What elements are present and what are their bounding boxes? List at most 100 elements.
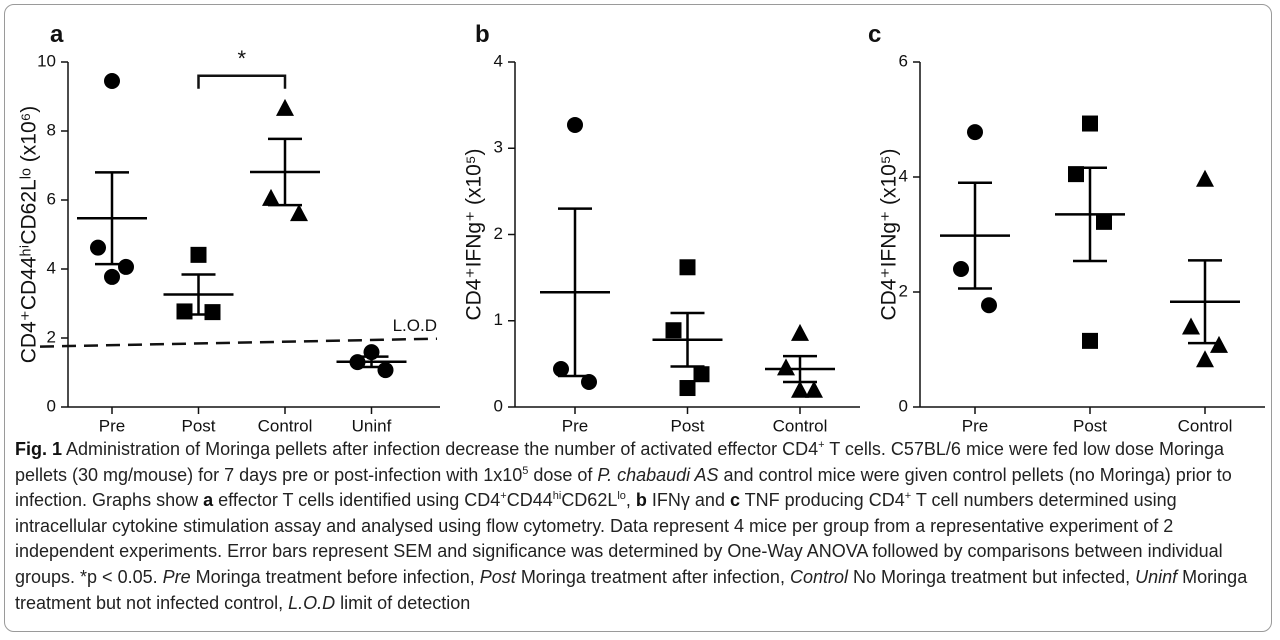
y-tick-label: 3 xyxy=(494,138,503,157)
caption-text: L.O.D xyxy=(288,592,336,613)
data-point xyxy=(176,303,193,320)
figure-frame xyxy=(4,4,1272,632)
data-point xyxy=(276,98,294,116)
data-point xyxy=(204,304,221,321)
y-tick-label: 0 xyxy=(47,396,56,415)
caption-text: a xyxy=(203,490,214,511)
y-tick-label: 10 xyxy=(37,51,56,70)
caption-text: Moringa treatment before infection, xyxy=(190,566,480,587)
y-tick-label: 2 xyxy=(47,327,56,346)
caption-text: and control mice were given control pell… xyxy=(15,464,1232,511)
panel-letter: a xyxy=(50,21,64,48)
caption-text: Pre xyxy=(162,566,191,587)
caption-text: + xyxy=(500,490,507,503)
caption-text: , xyxy=(625,490,636,511)
x-tick-label: Pre xyxy=(562,416,588,435)
caption-text: T cell numbers determined using intracel… xyxy=(15,490,1223,587)
data-point xyxy=(118,258,134,275)
caption-text: P. chabaudi AS xyxy=(597,464,719,485)
data-point xyxy=(104,72,120,89)
y-tick-label: 2 xyxy=(899,281,908,300)
data-point xyxy=(805,380,823,398)
x-tick-label: Post xyxy=(181,416,215,435)
y-tick-label: 6 xyxy=(899,51,908,70)
data-point xyxy=(262,188,280,206)
x-tick-label: Control xyxy=(258,416,313,435)
data-point xyxy=(679,259,696,276)
caption-text: Post xyxy=(479,566,516,587)
caption-text: TNF producing CD4 xyxy=(739,490,905,511)
data-point xyxy=(190,246,207,263)
y-tick-label: 2 xyxy=(494,224,503,243)
caption-text: + xyxy=(904,490,912,503)
y-tick-label: 4 xyxy=(494,51,503,70)
caption-text: Uninf xyxy=(1135,566,1178,587)
data-point xyxy=(1068,166,1084,183)
lod-line xyxy=(39,337,438,348)
data-point xyxy=(679,380,696,397)
x-tick-label: Post xyxy=(1073,416,1107,435)
caption-text: T cells. C57BL/6 mice were fed low dose … xyxy=(15,439,1225,485)
x-tick-label: Control xyxy=(773,416,828,435)
caption-text: effector T cells identified using CD4 xyxy=(213,490,501,511)
data-point xyxy=(693,366,710,383)
x-tick-label: Uninf xyxy=(352,416,392,435)
caption-text: Moringa treatment but not infected contr… xyxy=(15,566,1248,613)
caption-text: c xyxy=(729,490,740,511)
caption-text: Control xyxy=(789,566,848,587)
caption-text: limit of detection xyxy=(335,592,471,613)
data-point xyxy=(290,204,308,222)
x-tick-label: Post xyxy=(670,416,704,435)
significance-bracket xyxy=(197,74,287,89)
caption-text: CD62L xyxy=(561,490,618,511)
data-point xyxy=(90,239,106,256)
y-axis-label: CD4⁺IFNg⁺ (x10⁵) xyxy=(878,148,901,320)
caption-text: Administration of Moringa pellets after … xyxy=(62,439,819,459)
data-point xyxy=(104,268,120,285)
data-point xyxy=(581,373,597,390)
caption-text: No Moringa treatment but infected, xyxy=(847,566,1136,587)
lod-label: L.O.D xyxy=(393,316,437,335)
panel-letter: c xyxy=(868,21,881,48)
y-axis-label: CD4⁺CD44ʰⁱCD62Lˡᵒ (x10⁶) xyxy=(18,106,41,364)
y-tick-label: 8 xyxy=(47,120,56,139)
data-point xyxy=(553,361,569,378)
caption-text: dose of xyxy=(528,464,598,485)
data-point xyxy=(1196,350,1214,368)
y-tick-label: 4 xyxy=(899,166,908,185)
data-point xyxy=(665,322,682,339)
data-point xyxy=(953,261,969,277)
data-point xyxy=(1096,213,1112,230)
caption-text: b xyxy=(635,490,647,511)
y-tick-label: 0 xyxy=(899,396,908,415)
data-point xyxy=(791,323,809,341)
y-tick-label: 4 xyxy=(47,258,56,277)
x-tick-label: Pre xyxy=(99,416,125,435)
data-point xyxy=(377,362,394,379)
y-axis-label: CD4⁺IFNg⁺ (x10⁵) xyxy=(463,148,486,320)
data-point xyxy=(777,358,795,376)
panel-letter: b xyxy=(475,21,490,48)
data-point xyxy=(1196,169,1214,187)
data-point xyxy=(1082,332,1098,349)
caption-text: CD44 xyxy=(506,490,553,511)
data-point xyxy=(1182,317,1200,335)
caption-text: hi xyxy=(552,490,562,503)
y-tick-label: 0 xyxy=(494,396,503,415)
data-point xyxy=(567,116,583,133)
caption-text: Fig. 1 xyxy=(15,439,63,459)
x-tick-label: Control xyxy=(1178,416,1233,435)
x-tick-label: Pre xyxy=(962,416,988,435)
y-tick-label: 1 xyxy=(494,310,503,329)
caption-text: lo xyxy=(617,490,626,503)
data-point xyxy=(967,124,983,141)
caption-text: + xyxy=(818,439,825,451)
caption-text: 5 xyxy=(522,464,529,477)
caption-text: IFNγ and xyxy=(646,490,730,511)
data-point xyxy=(791,380,809,398)
significance-label: * xyxy=(237,46,246,71)
caption: Fig. 1 Administration of Moringa pellets… xyxy=(15,437,1265,616)
data-point xyxy=(981,297,997,314)
